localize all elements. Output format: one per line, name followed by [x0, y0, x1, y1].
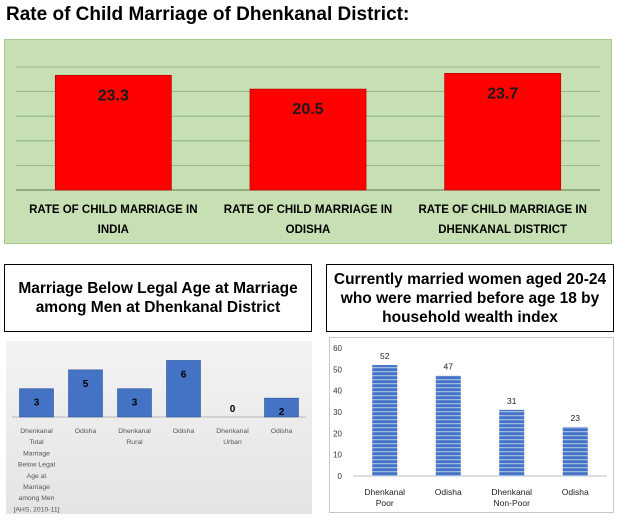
- category-label: Rural: [126, 439, 143, 446]
- category-label: Total: [29, 439, 44, 446]
- data-label: 3: [34, 398, 40, 409]
- category-label: Marriage: [23, 450, 50, 457]
- bar: [117, 388, 152, 418]
- category-label: Odisha: [75, 428, 97, 435]
- data-label: 20.5: [292, 101, 323, 118]
- page-title: Rate of Child Marriage of Dhenkanal Dist…: [6, 4, 410, 25]
- category-label: DHENKANAL DISTRICT: [438, 224, 567, 236]
- data-label: 47: [444, 362, 454, 372]
- bar: [19, 388, 54, 418]
- category-label: Odisha: [435, 487, 462, 497]
- child-marriage-rate-chart: 23.3 RATE OF CHILD MARRIAGE IN INDIA 20.5 RA…: [16, 66, 600, 236]
- data-label: 6: [181, 369, 187, 380]
- men-below-legal-age-chart: 3 Dhenkanal Total Marriage Below Legal Age at…: [12, 360, 306, 513]
- y-tick-label: 20: [333, 429, 342, 438]
- y-tick-label: 40: [333, 387, 342, 396]
- data-label: 23.7: [487, 85, 518, 102]
- category-label: RATE OF CHILD MARRIAGE IN: [224, 204, 392, 216]
- y-tick-label: 10: [333, 451, 342, 460]
- category-label: Urban: [223, 439, 242, 446]
- women-wealth-index-chart: 010203040506052DhenkanalPoor47Odisha31Dh…: [333, 344, 607, 508]
- bar: [54, 74, 172, 191]
- category-label: Odisha: [173, 428, 195, 435]
- category-label: Dhenkanal: [216, 428, 249, 435]
- bar: [68, 369, 103, 418]
- chart-title-women: Currently married women aged 20-24 who w…: [326, 264, 614, 332]
- bar: [435, 375, 461, 476]
- data-label: 3: [132, 398, 138, 409]
- chart-background-men: [6, 341, 312, 514]
- data-label: 0: [230, 404, 236, 415]
- y-tick-label: 60: [333, 344, 342, 353]
- y-tick-label: 30: [333, 408, 342, 417]
- category-label: Marriage: [23, 484, 50, 491]
- category-label: RATE OF CHILD MARRIAGE IN: [29, 204, 197, 216]
- bar: [372, 365, 398, 476]
- category-label: RATE OF CHILD MARRIAGE IN: [418, 204, 586, 216]
- data-label: 31: [507, 396, 517, 406]
- category-label: Poor: [376, 498, 394, 508]
- data-label: 23: [571, 413, 581, 423]
- data-label: 2: [279, 407, 285, 418]
- category-label: Dhenkanal: [364, 487, 405, 497]
- bar: [444, 72, 562, 191]
- category-label: Dhenkanal: [118, 428, 151, 435]
- category-label: INDIA: [98, 224, 129, 236]
- bar: [249, 88, 367, 191]
- y-tick-label: 50: [333, 365, 342, 374]
- category-label: Non-Poor: [494, 498, 531, 508]
- category-label: Dhenkanal: [491, 487, 532, 497]
- category-label: [AHS, 2010-11]: [14, 506, 60, 513]
- category-label: Below Legal: [18, 462, 56, 469]
- category-label: ODISHA: [286, 224, 331, 236]
- category-label: Odisha: [562, 487, 589, 497]
- bar: [499, 409, 525, 476]
- category-label: Odisha: [271, 428, 293, 435]
- data-label: 52: [380, 351, 390, 361]
- y-tick-label: 0: [338, 472, 343, 481]
- bar: [562, 426, 588, 476]
- data-label: 23.3: [98, 87, 129, 104]
- chart-title-men: Marriage Below Legal Age at Marriage amo…: [4, 264, 312, 332]
- bar: [166, 360, 201, 418]
- category-label: Age at: [27, 473, 47, 480]
- category-label: Dhenkanal: [20, 428, 53, 435]
- data-label: 5: [83, 379, 89, 390]
- category-label: among Men: [19, 495, 55, 502]
- bar: [264, 397, 299, 418]
